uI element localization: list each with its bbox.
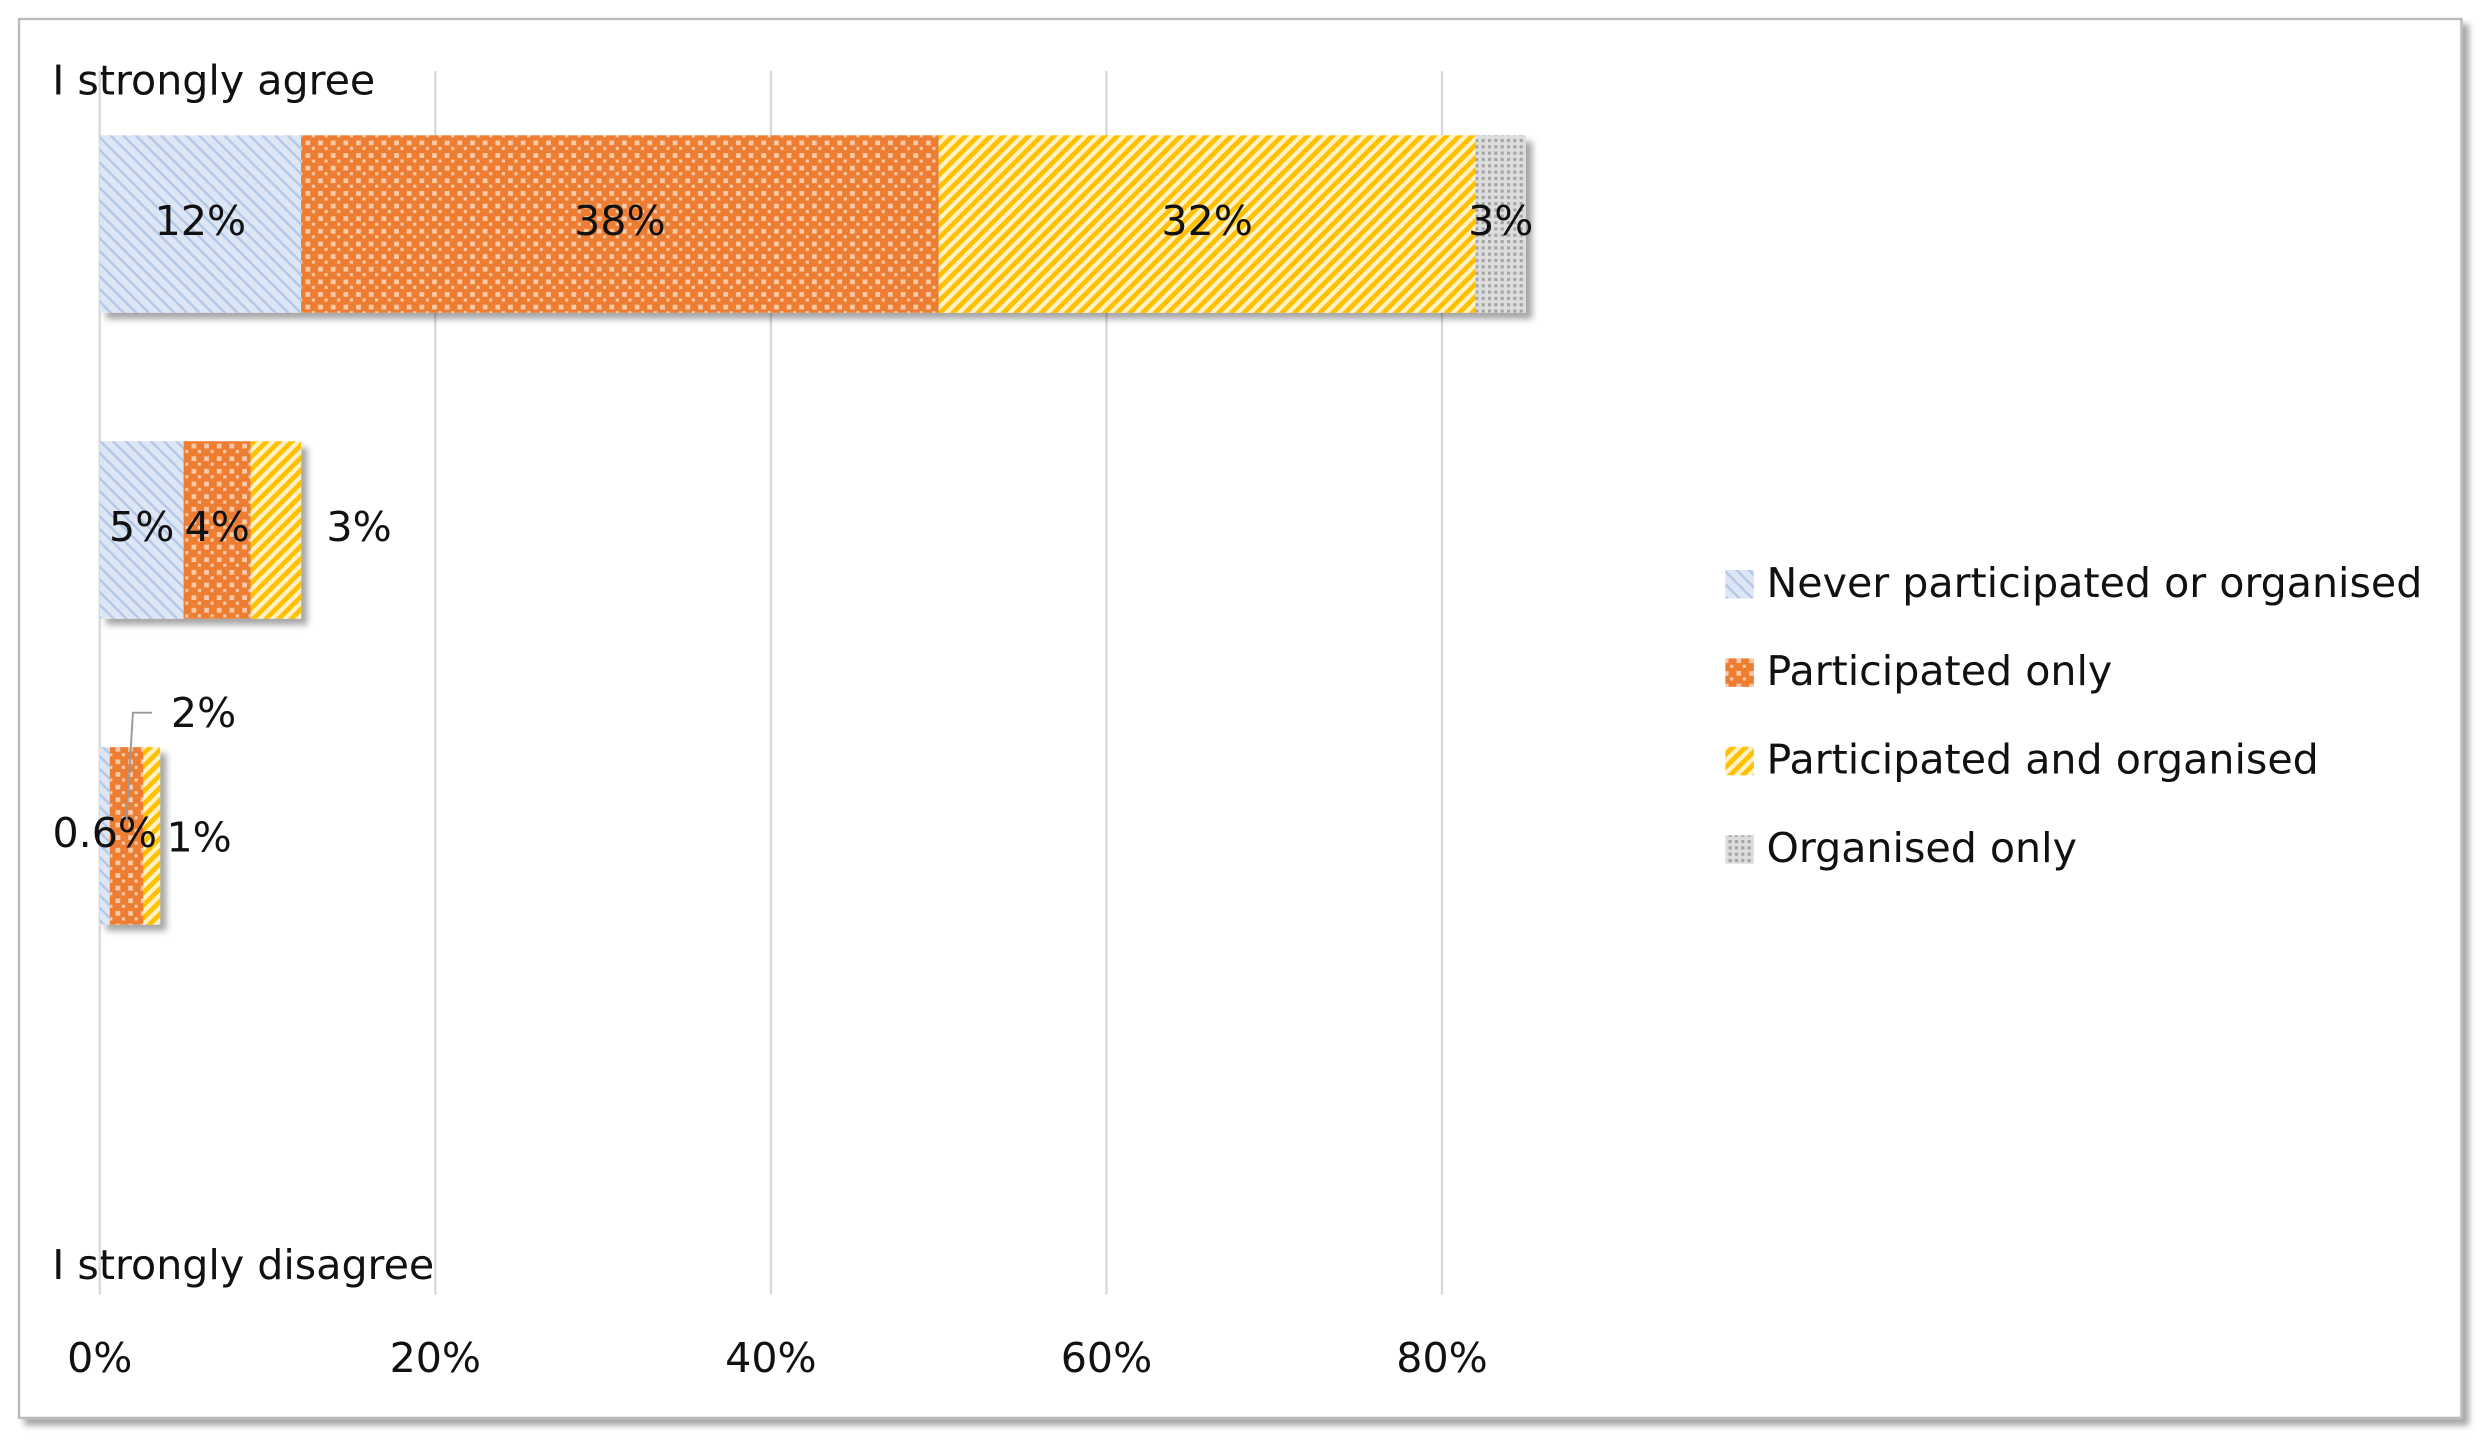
data-label: 12%	[155, 197, 246, 245]
data-label: 0.6%	[52, 809, 157, 857]
legend-label: Never participated or organised	[1767, 559, 2423, 607]
legend-swatch	[1725, 570, 1754, 599]
bar-segment	[250, 441, 302, 619]
x-tick-label: 60%	[1061, 1334, 1152, 1382]
bar-segment	[99, 441, 184, 619]
bar-row	[99, 135, 1526, 313]
data-label: 32%	[1161, 197, 1252, 245]
x-tick-label: 20%	[390, 1334, 481, 1382]
data-label: 1%	[166, 814, 231, 862]
bar-segment	[301, 135, 939, 313]
x-tick-label: 0%	[67, 1334, 132, 1382]
data-label: 3%	[1468, 197, 1533, 245]
bar-segment	[109, 747, 144, 925]
legend-swatch	[1725, 835, 1754, 864]
legend-label: Organised only	[1767, 824, 2077, 872]
leader-line	[125, 711, 152, 821]
legend-label: Participated only	[1767, 647, 2113, 695]
legend-label: Participated and organised	[1767, 736, 2319, 784]
bar-segment	[1475, 135, 1526, 313]
bar-segment	[99, 747, 110, 925]
data-label: 3%	[326, 503, 391, 551]
bar-segment	[99, 135, 302, 313]
data-label: 2%	[171, 689, 236, 737]
legend-swatch	[1725, 658, 1754, 687]
annotation-bottom: I strongly disagree	[52, 1241, 434, 1289]
legend-swatch	[1725, 746, 1754, 776]
bar-segment	[938, 135, 1476, 313]
x-tick-label: 40%	[725, 1334, 816, 1382]
data-label: 5%	[109, 503, 174, 551]
annotation-top: I strongly agree	[52, 57, 375, 105]
data-label: 4%	[185, 503, 250, 551]
bar-segment	[143, 747, 161, 925]
data-label: 38%	[574, 197, 665, 245]
bar-row	[99, 441, 302, 619]
bar-segment	[183, 441, 251, 619]
bar-row	[99, 747, 161, 925]
x-tick-label: 80%	[1396, 1334, 1487, 1382]
